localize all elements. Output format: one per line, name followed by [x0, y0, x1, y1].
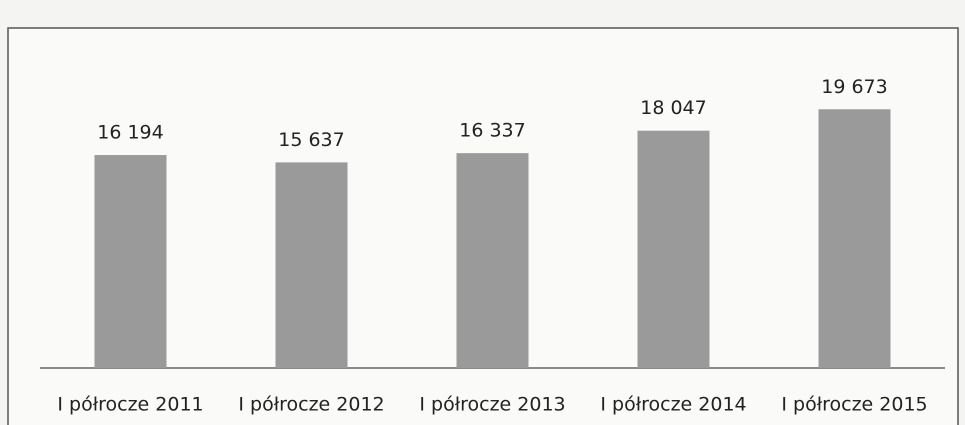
- data-label: 16 194: [97, 122, 163, 144]
- data-label: 15 637: [278, 129, 344, 151]
- x-tick-label: I półrocze 2011: [57, 394, 203, 416]
- data-label: 18 047: [640, 97, 706, 119]
- x-tick-label: I półrocze 2012: [238, 394, 384, 416]
- x-tick-label: I półrocze 2014: [600, 394, 746, 416]
- bar: [94, 155, 167, 368]
- data-label: 16 337: [459, 120, 525, 142]
- x-tick-label: I półrocze 2015: [781, 394, 927, 416]
- bar: [818, 109, 891, 368]
- data-label: 19 673: [821, 76, 887, 98]
- x-tick-label: I półrocze 2013: [419, 394, 565, 416]
- bar: [456, 153, 529, 368]
- bar: [275, 162, 348, 368]
- bar: [637, 130, 710, 368]
